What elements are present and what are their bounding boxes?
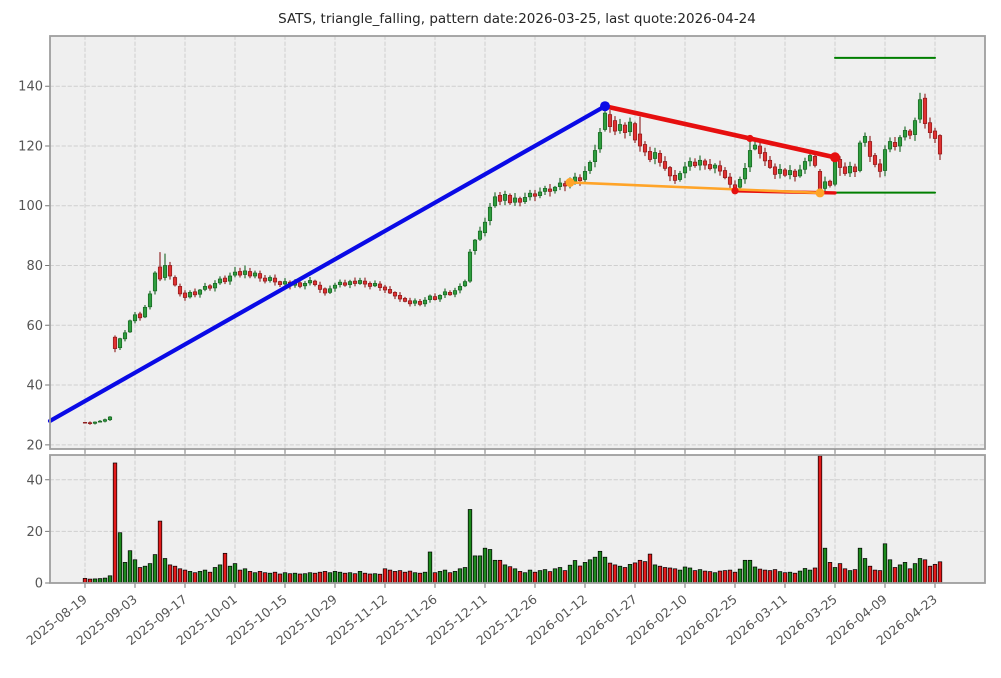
chart-title: SATS, triangle_falling, pattern date:202… [278, 11, 756, 27]
volume-panel-spine [49, 454, 986, 584]
blue-trendline [47, 104, 608, 424]
price-panel-bg [50, 36, 985, 449]
candles [82, 92, 943, 425]
svg-text:20: 20 [26, 525, 43, 540]
svg-text:40: 40 [26, 473, 43, 488]
volume-panel-bg [50, 455, 985, 583]
svg-text:140: 140 [18, 80, 43, 95]
svg-text:0: 0 [35, 577, 43, 592]
red-support-start-dot [731, 187, 739, 195]
red-resistance-line [602, 103, 838, 160]
blue-trendline-end-dot [600, 101, 610, 112]
svg-text:100: 100 [18, 199, 43, 214]
red-resistance-end-dot [830, 152, 840, 163]
x-tick-labels: 2025-08-192025-09-032025-09-172025-10-01… [23, 592, 939, 649]
grid [49, 35, 986, 584]
red-resistance-mid-dot [746, 134, 754, 143]
svg-text:80: 80 [26, 259, 43, 274]
pattern-dots [565, 101, 840, 198]
svg-text:40: 40 [26, 379, 43, 394]
price-panel-spine [49, 35, 986, 450]
volume-y-tick-labels: 0 20 40 [26, 473, 43, 591]
orange-end-dot [815, 188, 825, 198]
volume-bars [82, 455, 943, 584]
orange-start-dot [565, 177, 575, 187]
axis-ticks [45, 85, 936, 588]
svg-text:20: 20 [26, 438, 43, 453]
plot-root: 20 40 60 80 100 120 140 0 20 40 2025-08-192025-09-… [18, 35, 986, 649]
svg-text:120: 120 [18, 140, 43, 155]
price-y-tick-labels: 20 40 60 80 100 120 140 [18, 80, 43, 454]
svg-text:60: 60 [26, 319, 43, 334]
orange-reference-line [568, 181, 822, 195]
